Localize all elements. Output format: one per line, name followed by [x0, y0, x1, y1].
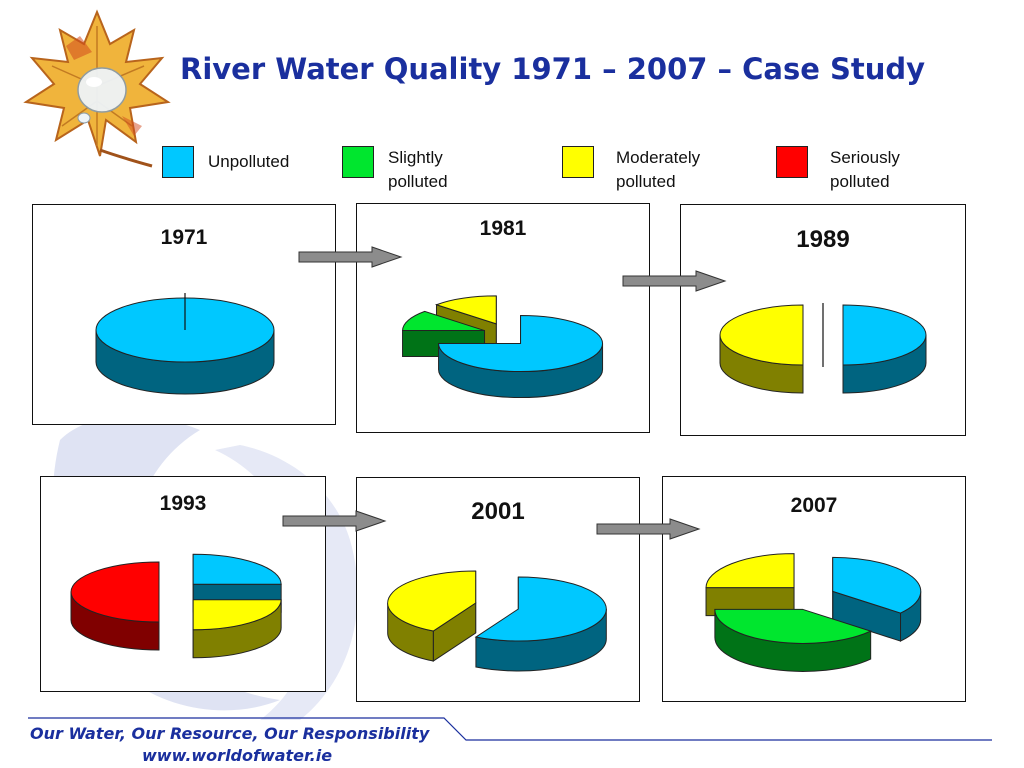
pie-year-label: 1989	[796, 226, 850, 253]
pie-chart	[705, 553, 922, 672]
slide-title: River Water Quality 1971 – 2007 – Case S…	[180, 52, 926, 86]
pie-year-label: 2007	[790, 494, 838, 517]
arrow-1971-to-1981-icon	[298, 246, 403, 268]
legend-swatch-slightly-polluted	[342, 146, 374, 178]
pie-slice-seriously-polluted	[70, 561, 160, 651]
pie-year-label: 1993	[159, 492, 207, 515]
pie-year-label: 1981	[479, 217, 527, 240]
pie-slice-moderately-polluted	[705, 553, 795, 617]
pie-year-label: 2001	[471, 498, 525, 525]
pie-chart	[387, 570, 607, 672]
pie-panel-1981: 1981	[356, 203, 650, 433]
pie-panel-1971: 1971	[32, 204, 336, 425]
pie-panel-1993: 1993	[40, 476, 326, 692]
legend-swatch-unpolluted	[162, 146, 194, 178]
pie-slice-unpolluted	[842, 304, 927, 394]
pie-slice-unpolluted	[438, 315, 604, 398]
pie-slice-moderately-polluted	[719, 304, 804, 394]
pie-slice-moderately-polluted	[387, 570, 477, 662]
pie-chart	[719, 303, 927, 394]
pie-panel-2001: 2001	[356, 477, 640, 702]
pie-chart	[402, 295, 604, 398]
arrow-1981-to-1989-icon	[622, 270, 727, 292]
arrow-2001-to-2007-icon	[596, 518, 701, 540]
arrow-1993-to-2001-icon	[282, 510, 387, 532]
legend-label-unpolluted: Unpolluted	[208, 152, 290, 171]
pie-chart	[70, 553, 282, 659]
legend-label-moderately-polluted: Moderately polluted	[616, 148, 701, 191]
pie-chart	[95, 293, 275, 395]
footer-slogan: Our Water, Our Resource, Our Responsibil…	[30, 724, 430, 743]
pie-slice-unpolluted	[832, 556, 922, 642]
footer-url-link[interactable]: www.worldofwater.ie	[142, 746, 333, 765]
legend-swatch-seriously-polluted	[776, 146, 808, 178]
legend-swatch-moderately-polluted	[562, 146, 594, 178]
pie-panel-1989: 1989	[680, 204, 966, 436]
legend-label-seriously-polluted: Seriously polluted	[830, 148, 900, 191]
legend-label-slightly-polluted: Slightly polluted	[388, 148, 448, 191]
footer-divider	[28, 717, 992, 741]
pie-slice-unpolluted	[474, 576, 607, 672]
pie-panel-2007: 2007	[662, 476, 966, 702]
maple-leaf-water-drop-icon	[23, 9, 171, 168]
pie-slice-slightly-polluted	[714, 608, 873, 672]
pie-year-label: 1971	[160, 226, 208, 249]
pie-slice-moderately-polluted	[192, 599, 282, 659]
